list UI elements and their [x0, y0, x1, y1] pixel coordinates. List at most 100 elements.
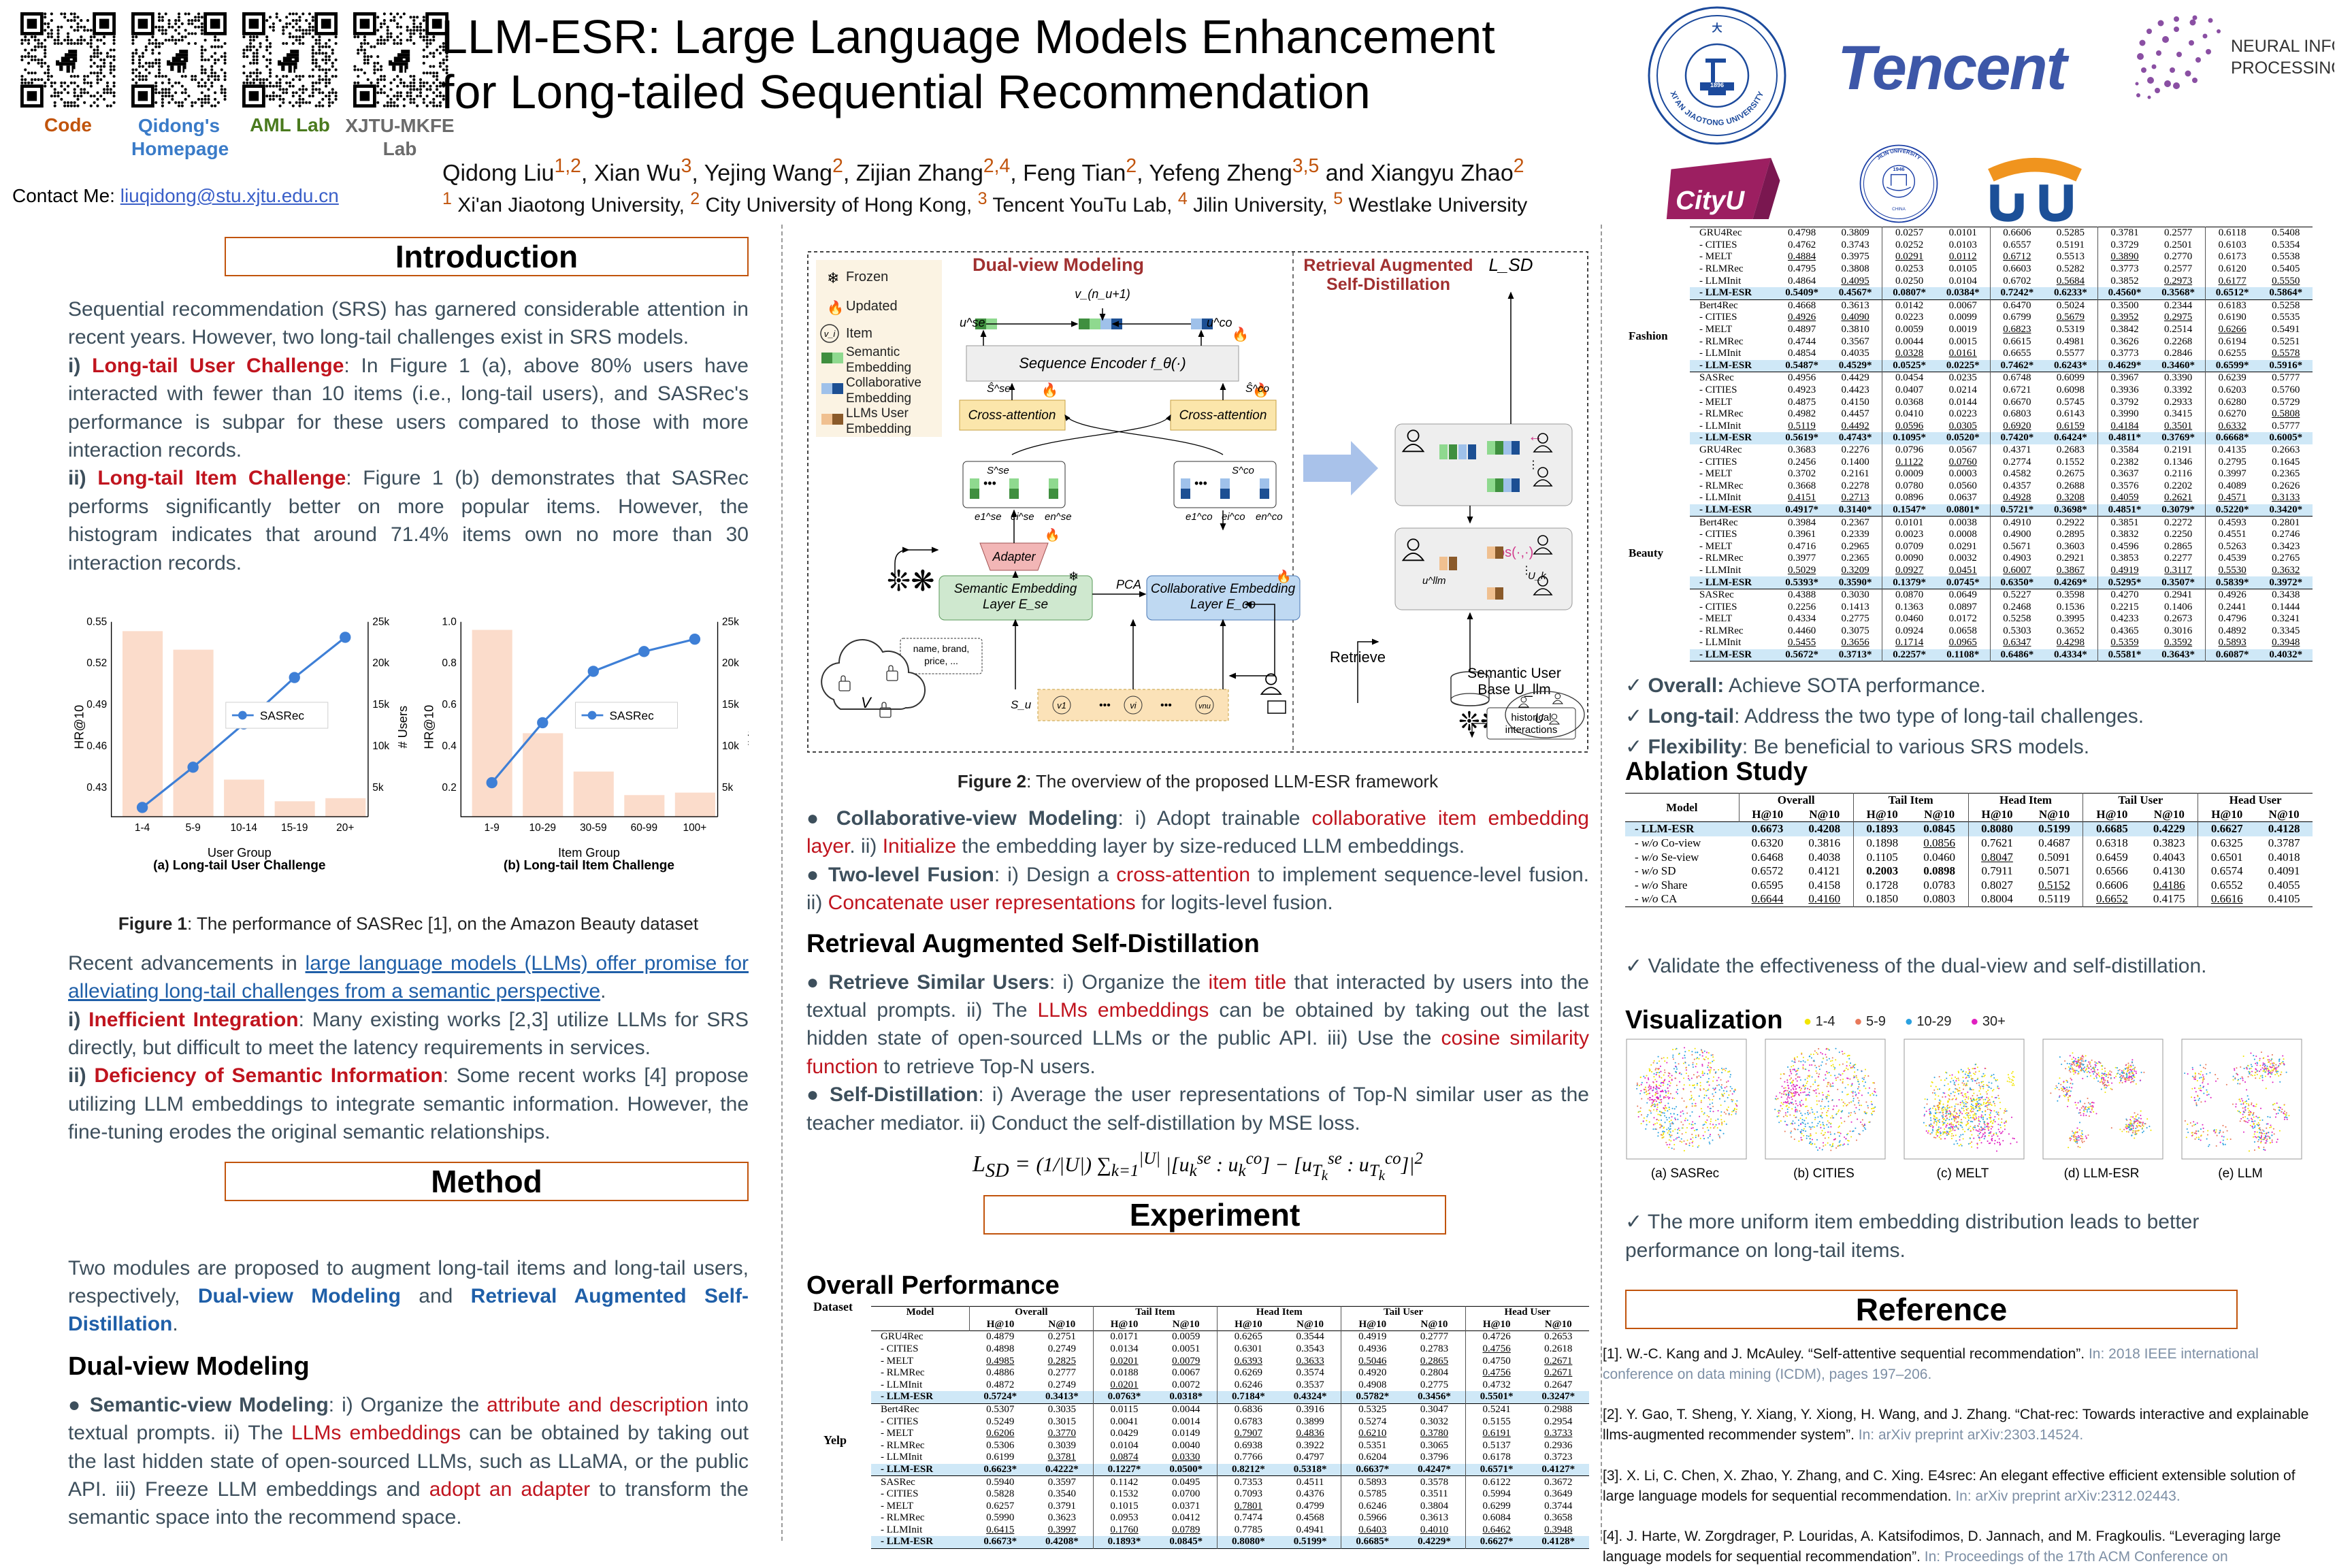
svg-text:Ŝ^se: Ŝ^se — [987, 382, 1011, 395]
svg-text:(a) Long-tail User Challenge: (a) Long-tail User Challenge — [153, 858, 325, 872]
svg-text:Semantic Embedding: Semantic Embedding — [954, 582, 1077, 596]
svg-text:e1^se: e1^se — [975, 511, 1002, 523]
svg-text:大: 大 — [1712, 22, 1722, 34]
svg-text:15-19: 15-19 — [281, 822, 308, 834]
svg-text:Embedding: Embedding — [846, 391, 911, 406]
svg-text:(c) MELT: (c) MELT — [1937, 1166, 1989, 1181]
svg-text:ei^co: ei^co — [1222, 511, 1245, 523]
svg-text:Collaborative Embedding: Collaborative Embedding — [1151, 582, 1296, 596]
svg-text:10-29: 10-29 — [529, 822, 556, 834]
svg-text:Semantic: Semantic — [846, 345, 900, 359]
svg-text:PCA: PCA — [1116, 578, 1141, 591]
svg-text:5k: 5k — [372, 782, 384, 794]
svg-text:historical: historical — [1511, 712, 1551, 723]
svg-text:price, ...: price, ... — [924, 655, 958, 666]
svg-text:(d) LLM-ESR: (d) LLM-ESR — [2064, 1166, 2140, 1181]
svg-text:vi: vi — [1130, 700, 1137, 710]
svg-text:20k: 20k — [372, 657, 389, 669]
svg-text:25k: 25k — [372, 616, 389, 627]
svg-text:XI'AN JIAOTONG UNIVERSITY: XI'AN JIAOTONG UNIVERSITY — [1669, 90, 1766, 127]
svg-text:S^co: S^co — [1232, 465, 1254, 476]
svg-text:en^se: en^se — [1045, 511, 1072, 523]
svg-text:v1: v1 — [1057, 700, 1066, 710]
svg-text:Retrieval Augmented: Retrieval Augmented — [1303, 256, 1473, 275]
svg-text:❄: ❄ — [827, 270, 839, 287]
svg-text:(b) Long-tail Item Challenge: (b) Long-tail Item Challenge — [504, 858, 674, 872]
svg-text:🔥: 🔥 — [1276, 569, 1291, 583]
svg-text:User Group: User Group — [208, 846, 272, 860]
svg-text:0.55: 0.55 — [86, 616, 107, 627]
svg-text:•••: ••• — [983, 476, 996, 490]
svg-text:Adapter: Adapter — [992, 550, 1036, 564]
svg-text:SASRec: SASRec — [609, 708, 654, 722]
svg-text:1-4: 1-4 — [135, 822, 150, 834]
svg-text:Item Group: Item Group — [558, 846, 620, 860]
svg-text:60-99: 60-99 — [631, 822, 657, 834]
svg-text:1896: 1896 — [1710, 82, 1724, 88]
svg-text:(a) SASRec: (a) SASRec — [1651, 1166, 1719, 1181]
svg-text:Frozen: Frozen — [846, 270, 888, 284]
svg-text:15k: 15k — [372, 699, 389, 710]
svg-text:Cross-attention: Cross-attention — [1179, 408, 1267, 423]
svg-text:e1^co: e1^co — [1186, 511, 1213, 523]
svg-text:1946: 1946 — [1893, 166, 1905, 172]
svg-text:⋮: ⋮ — [1528, 459, 1539, 471]
svg-text:JILIN UNIVERSITY: JILIN UNIVERSITY — [1876, 148, 1922, 161]
svg-text:CHINA: CHINA — [1892, 207, 1906, 212]
svg-text:PROCESSING SYSTEMS: PROCESSING SYSTEMS — [2231, 59, 2334, 78]
svg-text:interactions: interactions — [1505, 724, 1558, 736]
svg-text:•••: ••• — [1099, 700, 1111, 711]
svg-text:v_i: v_i — [824, 329, 836, 339]
svg-text:S^se: S^se — [987, 465, 1009, 476]
svg-text:Item: Item — [846, 326, 872, 341]
svg-text:Embedding: Embedding — [846, 361, 911, 375]
svg-text:1-9: 1-9 — [485, 822, 500, 834]
svg-text:Cross-attention: Cross-attention — [968, 408, 1056, 423]
svg-text:L_SD: L_SD — [1488, 255, 1533, 275]
svg-text:0.49: 0.49 — [86, 699, 107, 710]
svg-text:Layer E_se: Layer E_se — [983, 598, 1048, 612]
svg-text:0.43: 0.43 — [86, 782, 107, 794]
svg-text:•••: ••• — [1160, 700, 1172, 711]
svg-text:v_(n_u+1): v_(n_u+1) — [1075, 287, 1130, 301]
svg-text:# Items: # Items — [746, 706, 749, 747]
svg-text:•••: ••• — [1194, 476, 1207, 490]
svg-text:Collaborative: Collaborative — [846, 376, 921, 390]
svg-text:30-59: 30-59 — [580, 822, 606, 834]
svg-text:Embedding: Embedding — [846, 422, 911, 436]
svg-text:1.0: 1.0 — [442, 616, 456, 627]
svg-text:u^se: u^se — [960, 316, 985, 329]
svg-text:(e) LLM: (e) LLM — [2218, 1166, 2262, 1181]
svg-text:u^llm: u^llm — [1422, 575, 1446, 587]
svg-text:NEURAL INFORMATION: NEURAL INFORMATION — [2231, 37, 2334, 56]
svg-text:10k: 10k — [722, 740, 739, 752]
svg-text:5k: 5k — [722, 782, 734, 794]
svg-text:🔥: 🔥 — [827, 299, 844, 316]
svg-text:LLMs User: LLMs User — [846, 406, 909, 421]
svg-text:Updated: Updated — [846, 299, 898, 314]
svg-text:0.8: 0.8 — [442, 657, 456, 669]
svg-text:Sequence Encoder f_θ(·): Sequence Encoder f_θ(·) — [1019, 355, 1186, 372]
svg-text:❊❋: ❊❋ — [887, 565, 934, 597]
svg-text:Semantic User: Semantic User — [1467, 666, 1561, 681]
svg-text:0.2: 0.2 — [442, 782, 456, 794]
svg-text:❄: ❄ — [1068, 570, 1079, 583]
svg-text:# Users: # Users — [396, 706, 410, 749]
svg-text:HR@10: HR@10 — [422, 705, 436, 749]
svg-text:0.46: 0.46 — [86, 740, 107, 752]
svg-text:15k: 15k — [722, 699, 739, 710]
svg-text:0.6: 0.6 — [442, 699, 456, 710]
svg-text:10k: 10k — [372, 740, 389, 752]
svg-text:Dual-view Modeling: Dual-view Modeling — [973, 255, 1144, 275]
svg-text:10-14: 10-14 — [230, 822, 257, 834]
svg-text:Ŝ^co: Ŝ^co — [1245, 382, 1269, 395]
svg-text:V: V — [861, 694, 872, 711]
svg-text:5-9: 5-9 — [185, 822, 200, 834]
svg-text:HR@10: HR@10 — [73, 705, 86, 749]
svg-text:0.52: 0.52 — [86, 657, 107, 669]
svg-text:🔥: 🔥 — [1232, 326, 1249, 342]
svg-text:U: U — [1535, 712, 1544, 725]
svg-text:vnu: vnu — [1198, 702, 1211, 710]
svg-text:🔥: 🔥 — [1045, 527, 1060, 542]
svg-text:u^co: u^co — [1207, 316, 1232, 329]
